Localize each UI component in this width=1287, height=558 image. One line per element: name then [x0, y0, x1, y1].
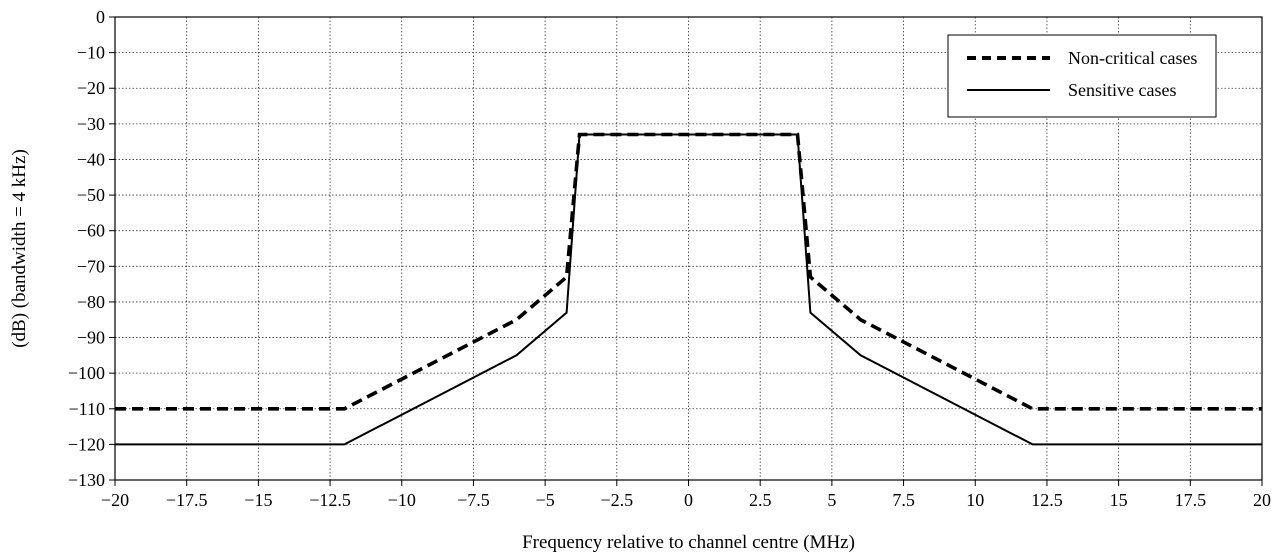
- y-tick-label: −130: [68, 470, 105, 490]
- x-tick-label: 5: [827, 490, 836, 510]
- y-tick-label: −90: [77, 328, 105, 348]
- x-axis-title: Frequency relative to channel centre (MH…: [522, 532, 855, 553]
- x-tick-label: −7.5: [457, 490, 490, 510]
- series-lines: [115, 132, 1262, 446]
- x-tick-label: −5: [536, 490, 555, 510]
- x-tick-label: 7.5: [892, 490, 915, 510]
- y-tick-label: −120: [68, 434, 105, 454]
- x-tick-label: 10: [966, 490, 984, 510]
- x-tick-label: −15: [244, 490, 272, 510]
- y-tick-label: −50: [77, 185, 105, 205]
- x-tick-label: −20: [101, 490, 129, 510]
- series-line-sensitive: [115, 133, 1262, 446]
- x-tick-label: −12.5: [309, 490, 351, 510]
- legend: Non-critical cases Sensitive cases: [947, 34, 1217, 118]
- y-axis-title: (dB) (bandwidth = 4 kHz): [9, 149, 30, 348]
- x-axis-ticks: −20 −17.5 −15 −12.5 −10 −7.5 −5 −2.5 0 2.5 5 7.5 10 1…: [101, 480, 1271, 510]
- y-tick-label: −40: [77, 149, 105, 169]
- x-tick-label: −17.5: [166, 490, 208, 510]
- x-tick-label: 20: [1253, 490, 1271, 510]
- y-tick-label: −30: [77, 114, 105, 134]
- y-tick-label: −10: [77, 43, 105, 63]
- y-tick-label: −60: [77, 221, 105, 241]
- x-tick-label: 0: [684, 490, 693, 510]
- y-tick-label: −20: [77, 78, 105, 98]
- y-tick-label: −70: [77, 256, 105, 276]
- y-tick-label: −110: [69, 399, 105, 419]
- y-axis-ticks: 0 −10 −20 −30 −40 −50 −60 −70 −80 −90 −100 −110 −120…: [68, 7, 115, 490]
- y-tick-label: −100: [68, 363, 105, 383]
- y-tick-label: −80: [77, 292, 105, 312]
- x-tick-label: 17.5: [1175, 490, 1207, 510]
- x-tick-label: 15: [1110, 490, 1128, 510]
- x-tick-label: −10: [388, 490, 416, 510]
- x-tick-label: 2.5: [749, 490, 772, 510]
- x-tick-label: −2.5: [600, 490, 633, 510]
- legend-label-non-critical: Non-critical cases: [1068, 48, 1197, 68]
- legend-box: [947, 34, 1217, 118]
- x-tick-label: 12.5: [1031, 490, 1063, 510]
- y-tick-label: 0: [96, 7, 105, 27]
- legend-label-sensitive: Sensitive cases: [1068, 80, 1176, 100]
